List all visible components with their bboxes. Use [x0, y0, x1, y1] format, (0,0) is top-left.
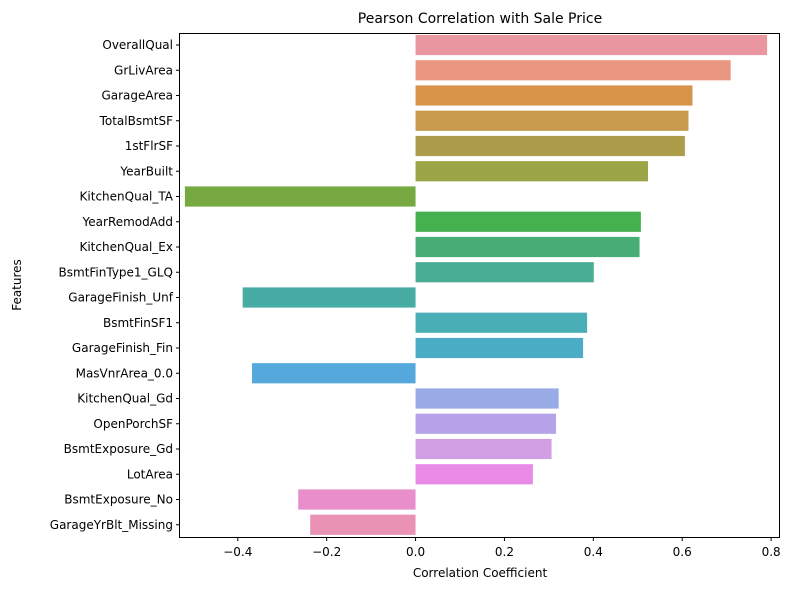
- x-axis-label: Correlation Coefficient: [413, 566, 548, 580]
- x-tick-label: 0.4: [584, 545, 603, 559]
- x-tick-label: −0.4: [223, 545, 252, 559]
- x-tick-marks: −0.4 −0.2 0.0 0.2 0.4 0.6 0.8: [223, 537, 781, 559]
- plot-frame: [179, 33, 780, 538]
- y-tick-label: 1stFlrSF: [125, 139, 173, 153]
- bar-1stflrsf: [415, 135, 685, 157]
- bar-bsmtexposure-gd: [415, 438, 552, 460]
- y-tick-label: OverallQual: [102, 38, 173, 52]
- y-tick-label: BsmtExposure_No: [64, 493, 173, 507]
- y-tick-label: MasVnrArea_0.0: [76, 366, 173, 380]
- bar-totalbsmtsf: [415, 110, 689, 131]
- bar-garagefinish-unf: [242, 287, 416, 308]
- x-tick-label: 0.8: [762, 545, 781, 559]
- y-tick-label: KitchenQual_Ex: [79, 240, 173, 254]
- x-tick-label: 0.0: [406, 545, 425, 559]
- y-tick-label: LotArea: [127, 467, 173, 481]
- bars-group: [184, 34, 768, 535]
- y-tick-label: KitchenQual_TA: [80, 190, 174, 204]
- y-tick-label: GarageFinish_Fin: [72, 341, 173, 355]
- x-tick-label: −0.2: [312, 545, 341, 559]
- bar-masvnrarea-0-0: [252, 363, 416, 384]
- y-tick-label: BsmtFinSF1: [103, 316, 173, 330]
- bar-bsmtfinsf1: [415, 312, 588, 333]
- bar-overallqual: [415, 34, 768, 56]
- y-tick-label: GarageArea: [101, 89, 173, 103]
- bar-bsmtexposure-no: [298, 489, 416, 510]
- bar-kitchenqual-gd: [415, 388, 559, 409]
- bar-garagearea: [415, 85, 693, 106]
- y-tick-label: BsmtExposure_Gd: [64, 442, 173, 456]
- bar-garagefinish-fin: [415, 337, 584, 359]
- bar-yearbuilt: [415, 161, 648, 182]
- bar-grlivarea: [415, 60, 731, 81]
- bar-garageyrblt-missing: [310, 514, 416, 535]
- y-axis-label: Features: [10, 259, 24, 311]
- y-tick-label: GarageYrBlt_Missing: [50, 518, 173, 532]
- x-tick-label: 0.6: [673, 545, 692, 559]
- bar-openporchsf: [415, 413, 556, 434]
- y-tick-label: YearBuilt: [119, 164, 173, 178]
- y-tick-label: GarageFinish_Unf: [68, 291, 173, 305]
- x-tick-label: 0.2: [495, 545, 514, 559]
- y-tick-label: TotalBsmtSF: [99, 114, 174, 128]
- y-tick-label: OpenPorchSF: [93, 417, 173, 431]
- y-tick-label: BsmtFinType1_GLQ: [59, 265, 173, 279]
- bar-lotarea: [415, 464, 533, 485]
- bar-bsmtfintype1-glq: [415, 262, 594, 283]
- y-tick-labels: OverallQual GrLivArea GarageArea TotalBsmtS…: [50, 38, 180, 532]
- bar-yearremodadd: [415, 211, 641, 232]
- bar-kitchenqual-ex: [415, 236, 640, 258]
- y-tick-label: YearRemodAdd: [82, 215, 173, 229]
- bar-kitchenqual-ta: [184, 186, 416, 207]
- chart-title: Pearson Correlation with Sale Price: [358, 11, 602, 27]
- y-tick-label: KitchenQual_Gd: [77, 392, 173, 406]
- y-tick-label: GrLivArea: [114, 63, 173, 77]
